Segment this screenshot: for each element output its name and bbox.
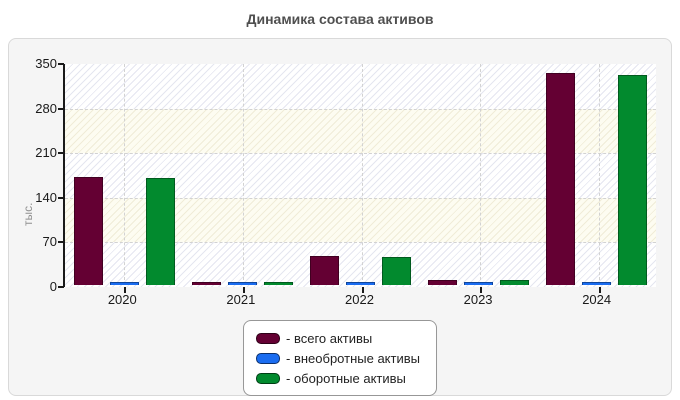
bar-2020	[109, 282, 139, 285]
y-axis-tick	[58, 107, 64, 110]
legend-label: - оборотные активы	[286, 370, 406, 386]
y-tick-label: 0	[49, 279, 57, 294]
legend: - всего активы - внеобротные активы - обор…	[243, 320, 437, 396]
v-gridline	[361, 64, 363, 285]
v-gridline	[480, 64, 482, 285]
legend-swatch	[256, 372, 281, 384]
bar-2020	[145, 177, 175, 285]
bar-2024	[546, 73, 576, 285]
h-gridline	[65, 242, 656, 244]
y-tick-label: 210	[35, 145, 57, 161]
h-gridline	[65, 153, 656, 155]
legend-label: - всего активы	[286, 330, 373, 346]
x-tick-label: 2020	[107, 292, 137, 307]
bar-2021	[263, 282, 293, 285]
h-gridline	[65, 197, 656, 199]
x-tick-label: 2023	[463, 292, 493, 307]
legend-swatch	[256, 352, 281, 364]
bar-2024	[618, 74, 648, 285]
bar-2023	[500, 279, 530, 285]
y-tick-label: 350	[35, 56, 57, 71]
bar-2020	[73, 176, 103, 285]
y-tick-label: 280	[35, 100, 57, 116]
x-axis-tick	[124, 287, 127, 293]
legend-label: - внеобротные активы	[286, 350, 420, 366]
y-axis-tick	[58, 152, 64, 155]
y-axis-tick	[58, 63, 64, 65]
bar-2022	[346, 282, 375, 285]
x-axis-tick	[242, 287, 245, 293]
x-axis-tick	[480, 287, 483, 293]
bar-group-2020	[65, 64, 183, 285]
y-axis-tick	[58, 196, 64, 199]
bar-groups	[65, 64, 656, 285]
bar-2023	[428, 279, 458, 285]
h-gridline	[65, 108, 656, 110]
bar-2022	[382, 256, 411, 285]
v-gridline	[124, 64, 126, 285]
plot-area	[58, 63, 656, 293]
bar-group-2021	[183, 64, 301, 285]
y-axis-tick	[58, 241, 64, 244]
bar-2021	[191, 282, 221, 285]
legend-item: - внеобротные активы	[256, 349, 420, 367]
bar-group-2023	[420, 64, 538, 285]
bar-group-2024	[538, 64, 656, 285]
y-tick-label: 70	[42, 234, 57, 250]
bar-2023	[464, 282, 494, 285]
chart-panel: тыс. 0 70 140 210 280 350 2020 2021 2022 2023 202…	[8, 38, 672, 396]
x-axis-tick	[361, 287, 364, 293]
x-tick-label: 2022	[345, 292, 374, 307]
bar-group-2022	[301, 64, 419, 285]
y-axis-tick	[58, 286, 64, 288]
x-tick-label: 2021	[226, 292, 256, 307]
bar-2022	[310, 256, 339, 285]
bar-2021	[227, 282, 257, 285]
x-tick-label: 2024	[582, 292, 612, 307]
legend-item: - оборотные активы	[256, 369, 420, 387]
chart-title: Динамика состава активов	[246, 11, 434, 27]
v-gridline	[598, 64, 600, 285]
x-axis-tick	[598, 287, 601, 293]
x-axis-tick-labels: 2020 2021 2022 2023 2024	[63, 292, 656, 307]
y-tick-label: 140	[35, 189, 57, 205]
bar-2024	[582, 282, 612, 285]
legend-swatch	[256, 332, 281, 344]
legend-item: - всего активы	[256, 329, 420, 347]
v-gridline	[242, 64, 244, 285]
